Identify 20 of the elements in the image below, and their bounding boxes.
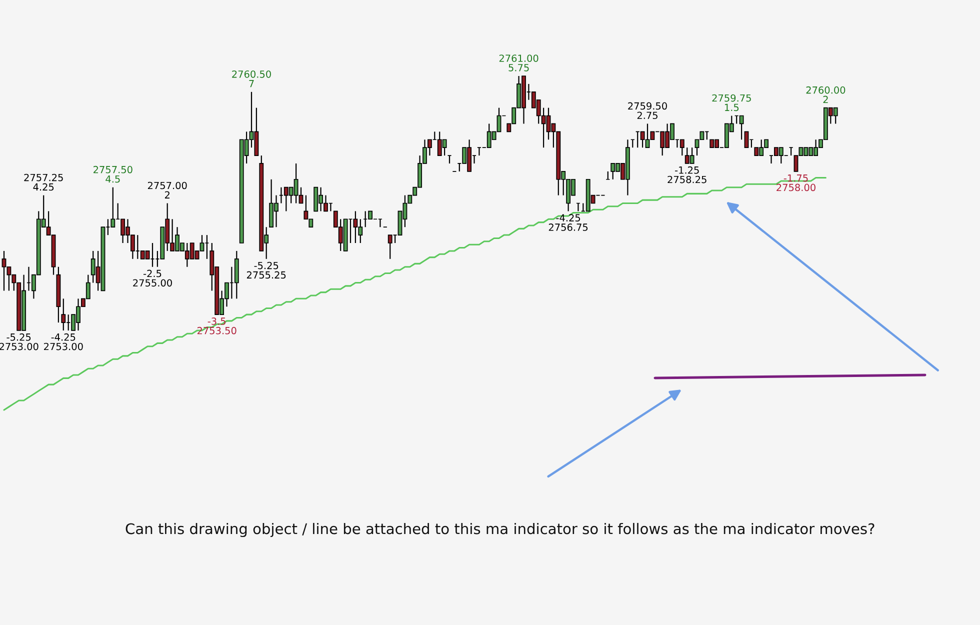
annotation: -2.5 2755.00 (133, 270, 172, 287)
text: Can this drawing object / line be attached to this ma indicator so it follows as the ma indicator moves? (126, 522, 874, 538)
annotation: 2761.00 5.75 (499, 54, 538, 72)
annotation: 2757.00 2 (148, 182, 187, 198)
annotation: -1.25 2758.25 (668, 166, 706, 184)
annotation: 2760.50 7 (232, 70, 271, 88)
annotation: -1.75 2758.00 (776, 174, 816, 192)
annotation: -4.25 2756.75 (548, 214, 588, 231)
annotation: -5.25 2755.25 (246, 262, 286, 279)
annotation: 2757.50 4.5 (94, 166, 132, 183)
candlestick (744, 131, 749, 148)
annotation: 2757.25 4.25 (24, 174, 63, 191)
candlestick (234, 250, 239, 300)
annotation: 2760.00 2 (806, 86, 846, 104)
annotation: -4.25 2753.00 (44, 333, 83, 350)
candlestick (61, 298, 66, 332)
annotation: 2759.50 2.75 (628, 102, 667, 120)
annotation: 2759.75 1.5 (712, 94, 751, 112)
candlestick (680, 139, 684, 156)
annotation: -3.5 2753.50 (197, 318, 236, 334)
